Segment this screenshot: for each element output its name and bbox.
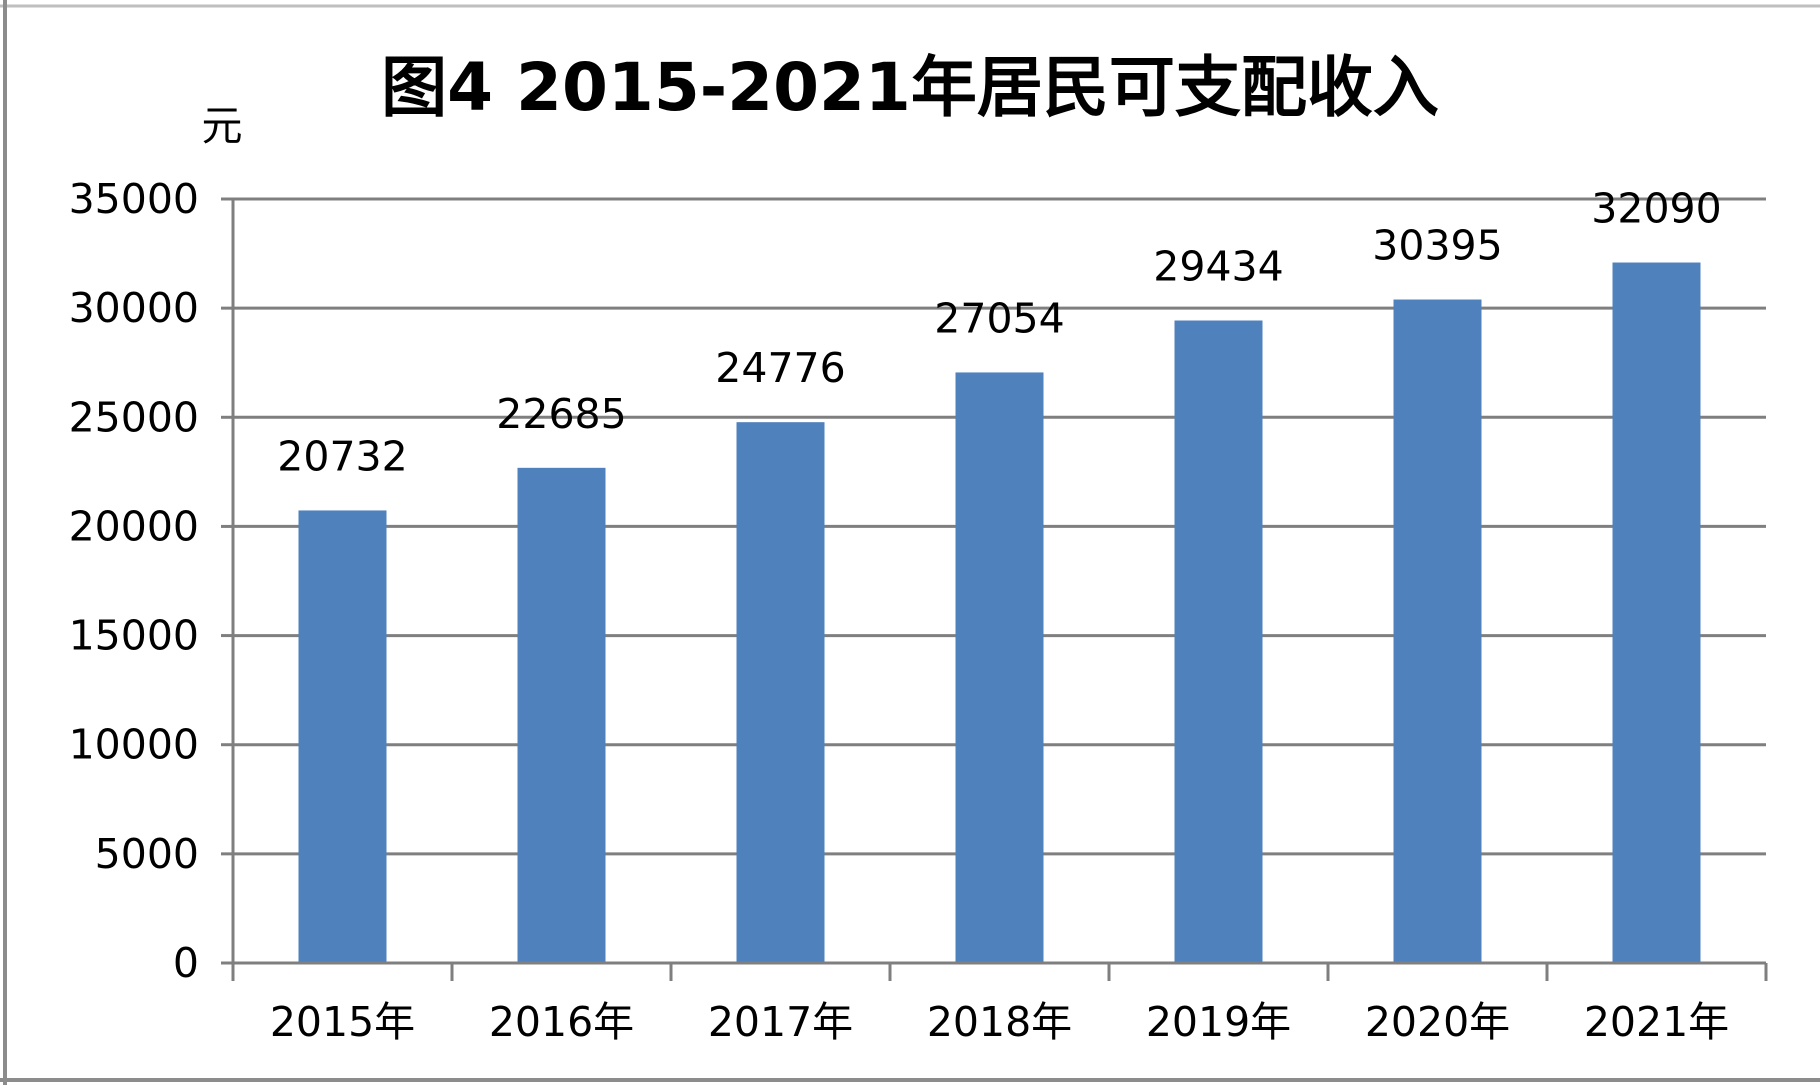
- x-tick-label: 2019年: [1146, 998, 1291, 1046]
- data-label: 29434: [1153, 242, 1283, 290]
- x-tick-label: 2021年: [1584, 998, 1729, 1046]
- y-axis-tick-labels: 0 5000 10000 15000 20000 25000 30000 35000: [69, 175, 199, 987]
- bar: [1612, 262, 1701, 964]
- x-tick-label: 2016年: [489, 998, 634, 1046]
- axes: [221, 197, 1768, 981]
- data-label: 24776: [715, 344, 845, 392]
- y-tick-label: 30000: [69, 284, 199, 332]
- x-tick-label: 2020年: [1365, 998, 1510, 1046]
- bar: [1393, 299, 1482, 963]
- bar: [736, 422, 825, 964]
- y-tick-label: 15000: [69, 612, 199, 660]
- y-tick-label: 0: [173, 939, 199, 987]
- bars: [298, 262, 1701, 964]
- bar: [517, 467, 606, 963]
- data-label: 20732: [277, 432, 407, 480]
- data-label: 32090: [1591, 185, 1721, 233]
- x-tick-label: 2017年: [708, 998, 853, 1046]
- y-tick-label: 10000: [69, 721, 199, 769]
- x-tick-label: 2018年: [927, 998, 1072, 1046]
- data-labels: 20732 22685 24776 27054 29434 30395 32090: [277, 185, 1721, 481]
- x-axis-tick-labels: 2015年 2016年 2017年 2018年 2019年 2020年 2021年: [270, 998, 1729, 1046]
- data-label: 22685: [496, 390, 626, 438]
- data-label: 30395: [1372, 222, 1502, 270]
- y-tick-label: 5000: [95, 830, 199, 878]
- y-tick-label: 35000: [69, 175, 199, 223]
- bar: [955, 372, 1044, 963]
- bar: [298, 510, 387, 963]
- y-tick-label: 20000: [69, 502, 199, 550]
- y-axis-unit-label: 元: [202, 102, 243, 150]
- x-tick-label: 2015年: [270, 998, 415, 1046]
- chart-title: 图4 2015-2021年居民可支配收入: [381, 49, 1439, 126]
- bar: [1174, 320, 1263, 964]
- data-label: 27054: [934, 294, 1064, 342]
- y-tick-label: 25000: [69, 393, 199, 441]
